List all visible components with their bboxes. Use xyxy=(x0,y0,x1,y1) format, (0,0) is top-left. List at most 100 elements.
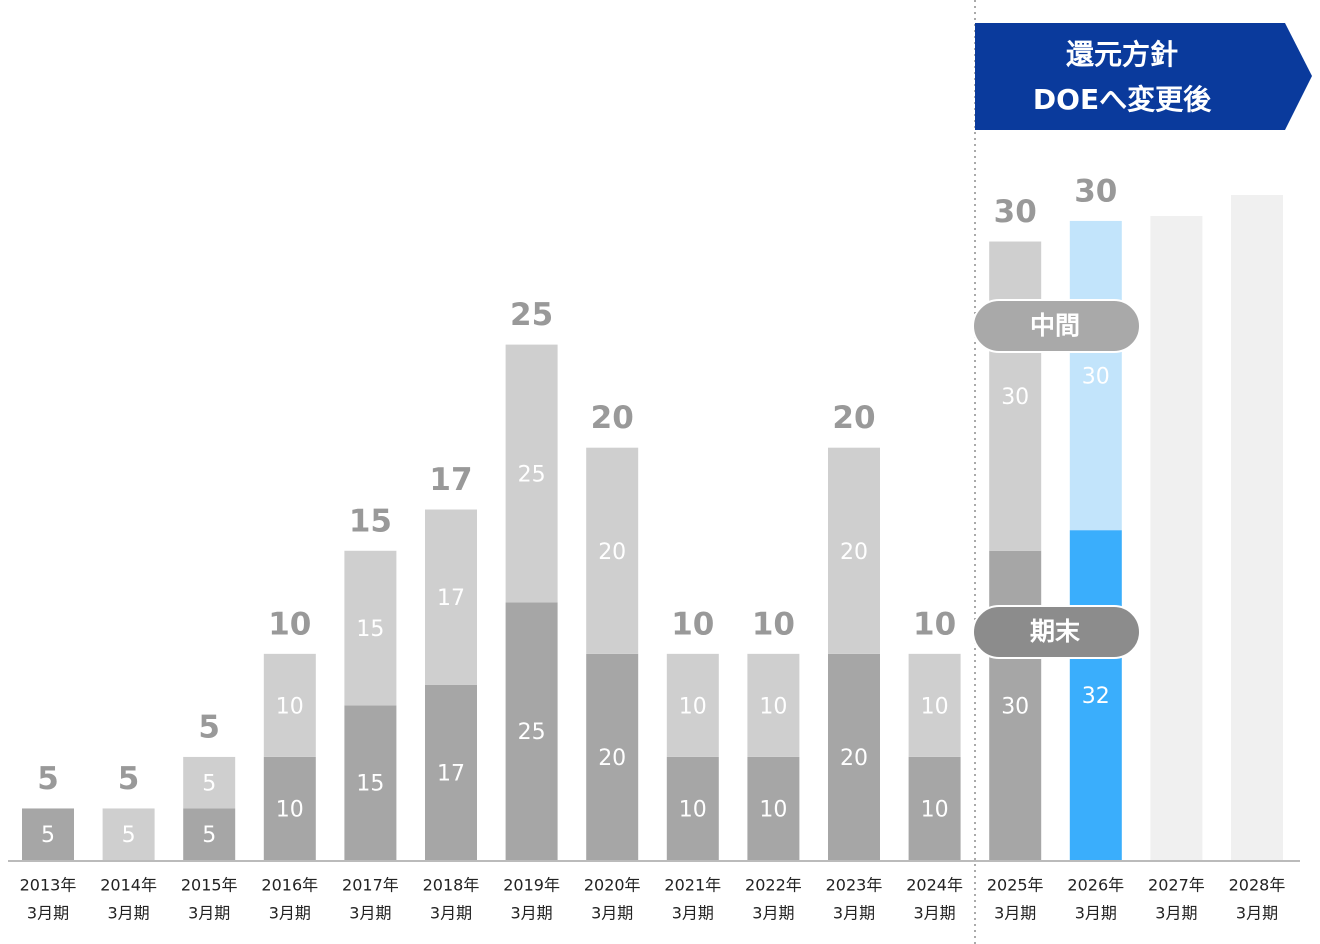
x-tick-label: 2016年 xyxy=(261,876,318,895)
bar-segment xyxy=(344,550,397,706)
bar-segment xyxy=(908,756,961,860)
top-label: 5 xyxy=(118,761,140,797)
segment-label: 30 xyxy=(1001,385,1029,410)
segment-label: 5 xyxy=(202,772,216,797)
x-tick-label: 2017年 xyxy=(342,876,399,895)
segment-label: 10 xyxy=(276,694,304,719)
top-label: 5 xyxy=(37,761,59,797)
x-tick-label: 3月期 xyxy=(994,904,1036,923)
top-label: 17 xyxy=(429,462,472,498)
placeholder-bar xyxy=(1231,195,1283,860)
bar-segment xyxy=(828,447,880,654)
top-label: 20 xyxy=(832,400,875,436)
segment-label: 30 xyxy=(1001,694,1029,719)
x-tick-label: 3月期 xyxy=(1075,904,1117,923)
top-label: 5 xyxy=(198,709,220,745)
segment-label: 5 xyxy=(41,823,55,848)
segment-label: 25 xyxy=(518,720,546,745)
segment-label: 5 xyxy=(202,823,216,848)
bar-segment xyxy=(344,705,397,860)
segment-label: 20 xyxy=(840,746,868,771)
x-tick-label: 2018年 xyxy=(423,876,480,895)
banner xyxy=(975,23,1312,130)
bar-segment xyxy=(425,509,477,685)
bar-segment xyxy=(183,756,236,809)
bar-segment xyxy=(505,344,558,603)
banner-text: 還元方針 xyxy=(1066,38,1178,71)
x-tick-label: 3月期 xyxy=(752,904,794,923)
bar-segment xyxy=(263,756,316,860)
segment-label: 25 xyxy=(518,462,546,487)
x-tick-label: 2015年 xyxy=(181,876,238,895)
legend-pill xyxy=(972,605,1141,659)
x-tick-label: 2024年 xyxy=(906,876,963,895)
top-label: 15 xyxy=(349,503,392,539)
bar-segment xyxy=(586,653,639,860)
x-tick-label: 3月期 xyxy=(1155,904,1197,923)
bar-segment xyxy=(22,808,74,860)
bar-segment xyxy=(989,241,1042,551)
segment-label: 32 xyxy=(1082,684,1110,709)
segment-label: 30 xyxy=(1082,365,1110,390)
x-tick-label: 2014年 xyxy=(100,876,157,895)
x-tick-label: 3月期 xyxy=(1236,904,1278,923)
bar-segment xyxy=(828,653,880,860)
x-tick-label: 2021年 xyxy=(664,876,721,895)
bar-segment xyxy=(747,756,800,860)
segment-label: 5 xyxy=(122,823,136,848)
bar-segment xyxy=(1069,220,1122,531)
legend-pill xyxy=(972,299,1141,353)
top-label: 10 xyxy=(752,606,795,642)
segment-label: 20 xyxy=(598,540,626,565)
top-label: 25 xyxy=(510,297,553,333)
segment-label: 17 xyxy=(437,761,465,786)
bar-segment xyxy=(505,602,558,860)
top-label: 30 xyxy=(994,194,1037,230)
x-tick-label: 3月期 xyxy=(108,904,150,923)
x-tick-label: 3月期 xyxy=(511,904,553,923)
bar-segment xyxy=(263,653,316,757)
x-tick-label: 2028年 xyxy=(1229,876,1286,895)
x-tick-label: 2020年 xyxy=(584,876,641,895)
x-tick-label: 2025年 xyxy=(987,876,1044,895)
x-tick-label: 3月期 xyxy=(430,904,472,923)
x-tick-label: 2019年 xyxy=(503,876,560,895)
x-tick-label: 3月期 xyxy=(914,904,956,923)
placeholder-bar xyxy=(1150,216,1203,860)
bar-segment xyxy=(666,756,719,860)
x-tick-label: 3月期 xyxy=(188,904,230,923)
segment-label: 20 xyxy=(840,540,868,565)
x-tick-label: 3月期 xyxy=(591,904,633,923)
banner-text: DOEへ変更後 xyxy=(1033,83,1212,116)
bar-segment xyxy=(666,653,719,757)
segment-label: 20 xyxy=(598,746,626,771)
top-label: 10 xyxy=(671,606,714,642)
x-tick-label: 2027年 xyxy=(1148,876,1205,895)
x-tick-label: 2026年 xyxy=(1067,876,1124,895)
segment-label: 10 xyxy=(679,694,707,719)
bar-segment xyxy=(425,684,477,860)
bar-segment xyxy=(1069,530,1122,860)
segment-label: 15 xyxy=(356,772,384,797)
x-tick-label: 3月期 xyxy=(349,904,391,923)
x-tick-label: 2022年 xyxy=(745,876,802,895)
segment-label: 10 xyxy=(921,694,949,719)
x-tick-label: 3月期 xyxy=(672,904,714,923)
segment-label: 15 xyxy=(356,617,384,642)
bar-segment xyxy=(102,808,155,860)
segment-label: 10 xyxy=(759,797,787,822)
bar-segment xyxy=(989,550,1042,860)
top-label: 10 xyxy=(913,606,956,642)
segment-label: 10 xyxy=(276,797,304,822)
legend-label: 期末 xyxy=(1030,617,1080,646)
legend-label: 中間 xyxy=(1030,311,1080,340)
segment-label: 10 xyxy=(759,694,787,719)
x-tick-label: 2023年 xyxy=(826,876,883,895)
x-tick-label: 3月期 xyxy=(833,904,875,923)
bar-segment xyxy=(747,653,800,757)
segment-label: 10 xyxy=(921,797,949,822)
bar-segment xyxy=(183,808,236,860)
bar-segment xyxy=(908,653,961,757)
segment-label: 10 xyxy=(679,797,707,822)
